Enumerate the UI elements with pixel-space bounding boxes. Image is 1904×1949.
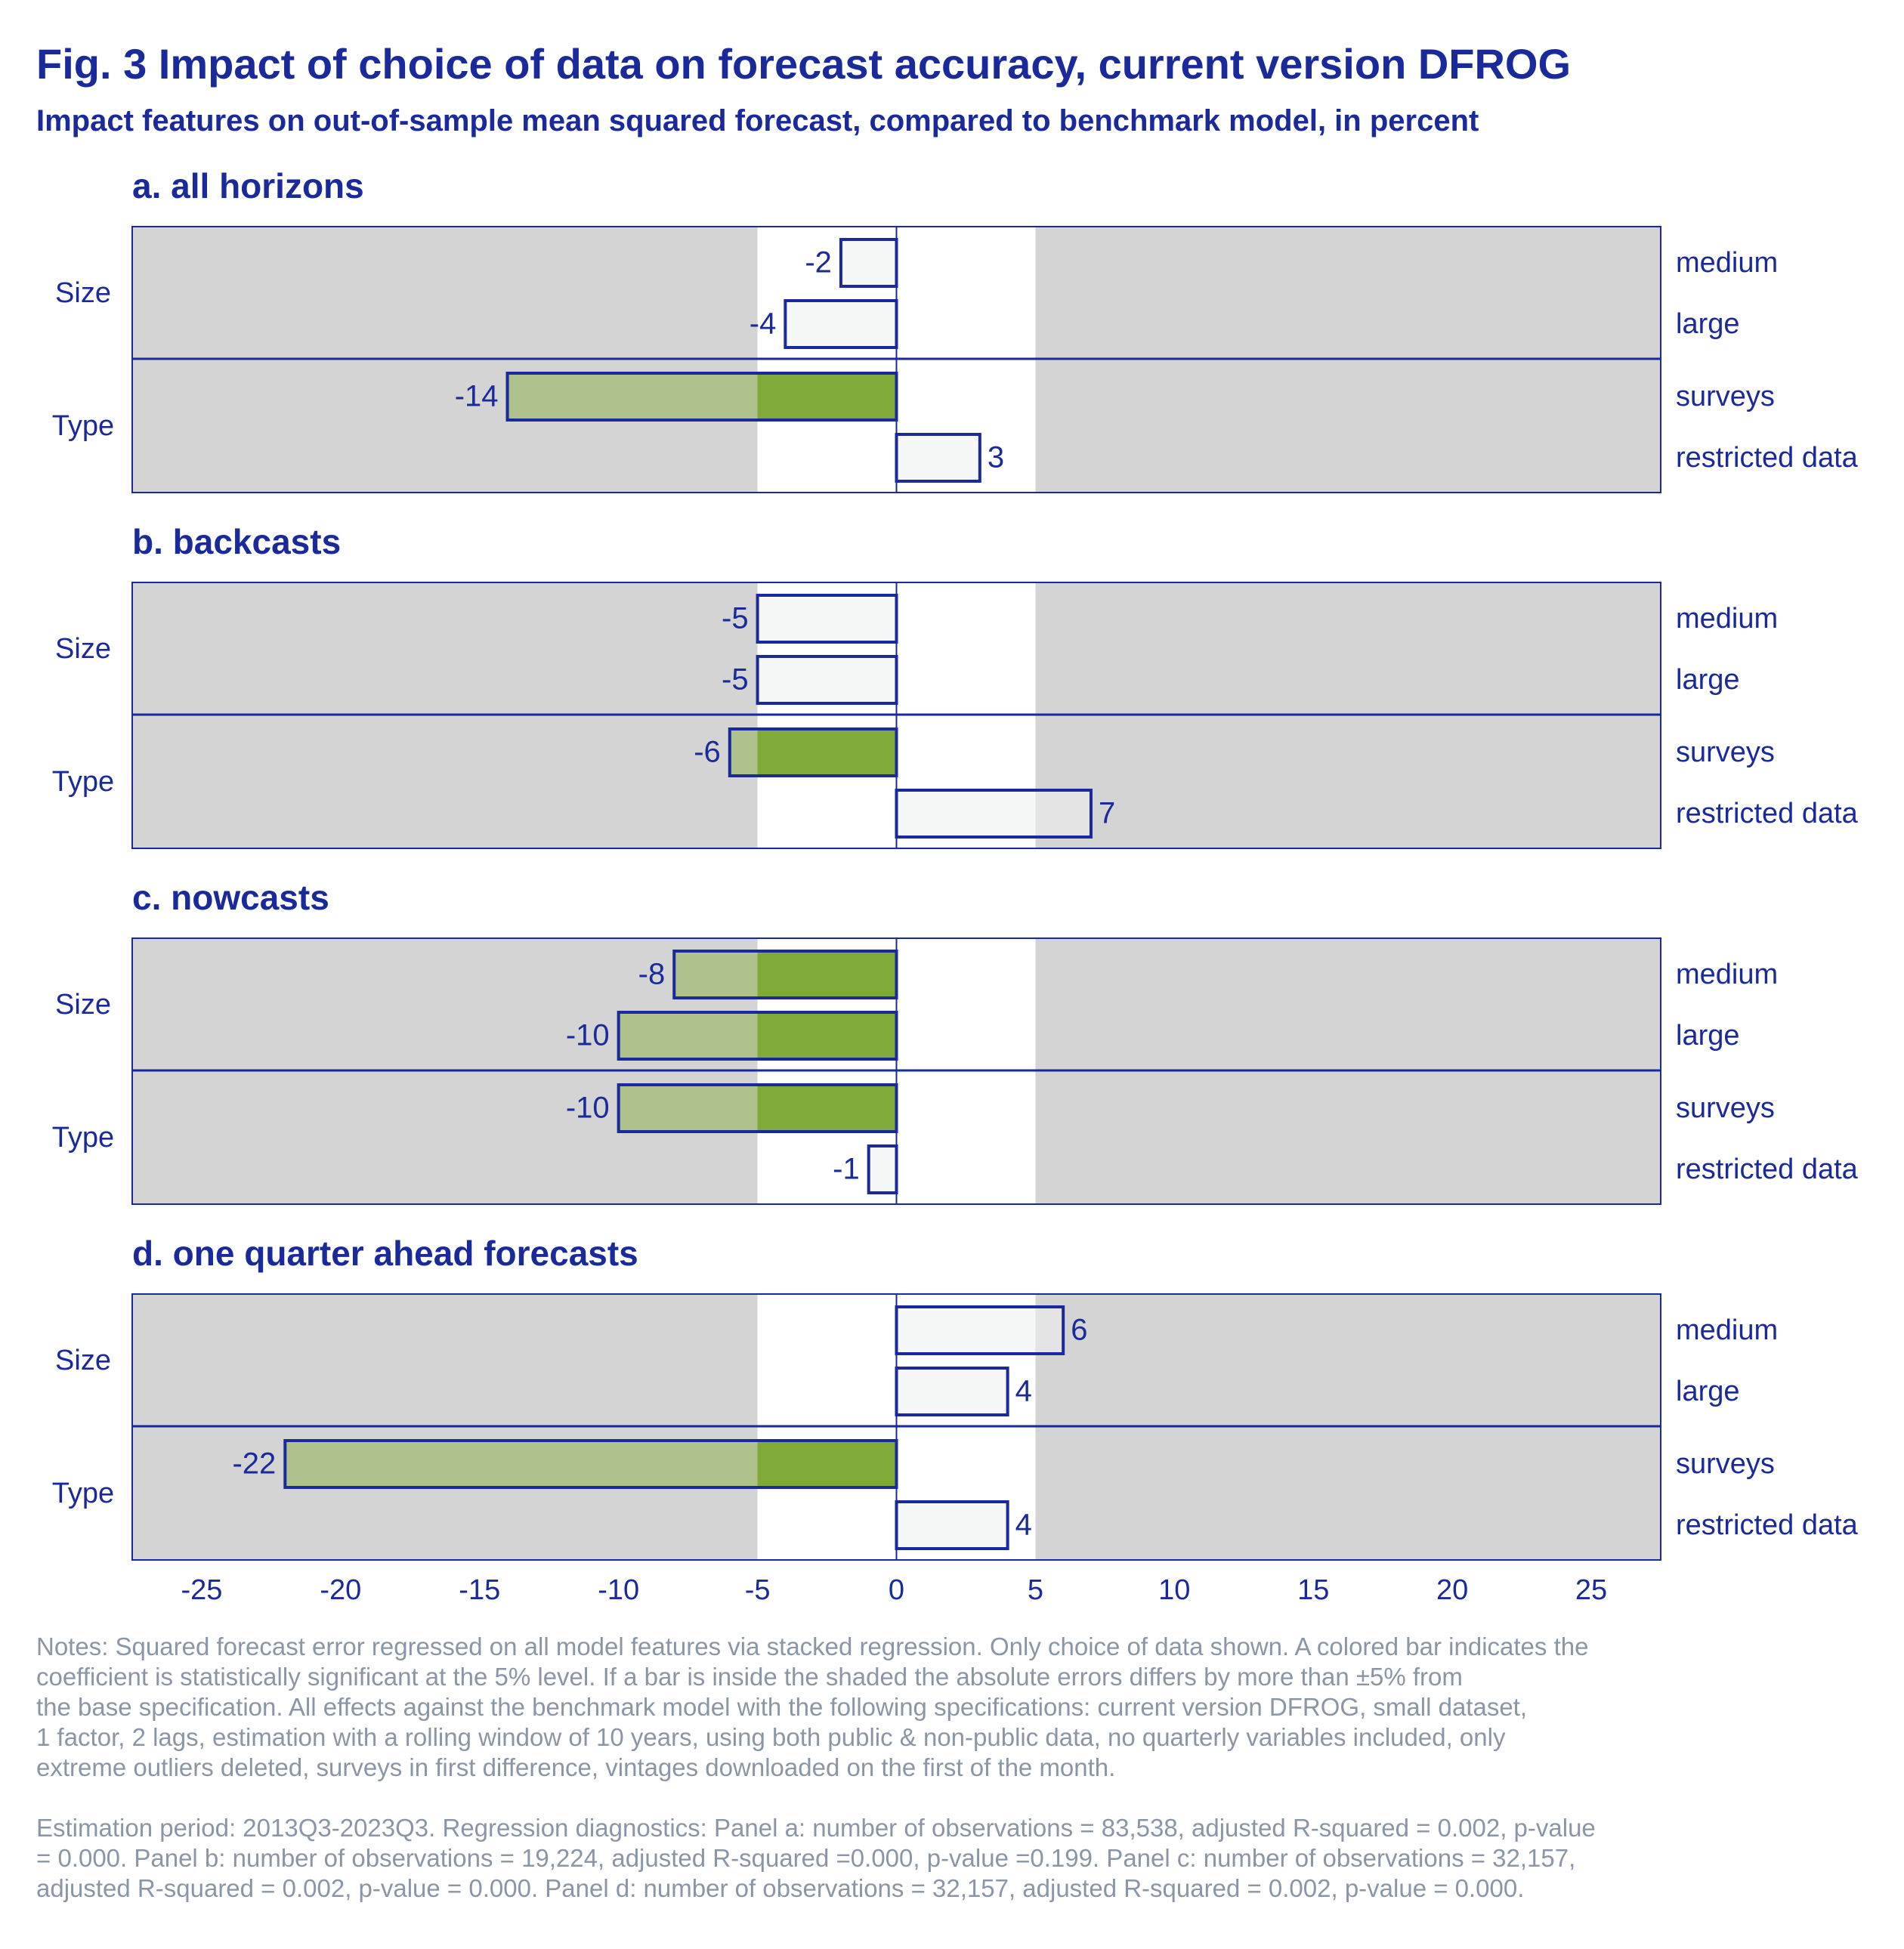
row-label: restricted data <box>1676 798 1859 829</box>
bar <box>785 301 897 347</box>
x-tick-label: 15 <box>1297 1574 1329 1606</box>
notes-paragraph: Notes: Squared forecast error regressed … <box>36 1632 1589 1781</box>
x-tick-label: 5 <box>1028 1574 1043 1606</box>
panel-frame <box>131 582 1661 849</box>
bar-outline <box>617 1083 898 1133</box>
x-tick-label: -25 <box>181 1574 222 1606</box>
bar-outline <box>756 594 898 644</box>
bar-outline <box>895 789 1093 839</box>
data-label: -5 <box>722 602 749 635</box>
bar-outline <box>756 655 898 705</box>
bar-outline <box>895 1305 1065 1355</box>
bar <box>896 434 980 481</box>
row-label: surveys <box>1676 1092 1775 1124</box>
x-tick-label: -15 <box>459 1574 500 1606</box>
diagnostics-paragraph: Estimation period: 2013Q3-2023Q3. Regres… <box>36 1814 1596 1902</box>
panel-frame <box>131 1293 1661 1561</box>
x-tick-label: -10 <box>598 1574 639 1606</box>
bar <box>868 1146 897 1193</box>
row-label: medium <box>1676 603 1778 635</box>
chart-title: Fig. 3 Impact of choice of data on forec… <box>36 40 1572 88</box>
row-label: large <box>1676 308 1740 340</box>
x-tick-label: 25 <box>1575 1574 1607 1606</box>
data-label: -10 <box>566 1092 610 1125</box>
data-label: -5 <box>722 663 749 697</box>
x-tick-label: 10 <box>1158 1574 1190 1606</box>
chart-area: a. all horizons Size -2 medium -4 large Type -1… <box>52 166 1859 1606</box>
row-label: surveys <box>1676 1448 1775 1480</box>
data-label: 4 <box>1015 1509 1032 1542</box>
chart-subtitle: Impact features on out-of-sample mean sq… <box>36 104 1479 137</box>
row-label: surveys <box>1676 381 1775 412</box>
row-label: large <box>1676 664 1740 696</box>
bar <box>757 656 897 703</box>
bar-outline <box>728 727 898 777</box>
x-tick-label: 20 <box>1436 1574 1468 1606</box>
data-label: -14 <box>455 380 499 413</box>
row-label: large <box>1676 1020 1740 1052</box>
row-label: medium <box>1676 247 1778 279</box>
data-label: 3 <box>988 441 1004 474</box>
row-label: restricted data <box>1676 1154 1859 1185</box>
bar-outline <box>895 1500 1009 1550</box>
bar-outline <box>672 950 898 999</box>
bar-outline <box>895 1367 1009 1416</box>
panel-title: d. one quarter ahead forecasts <box>132 1234 638 1273</box>
bar <box>840 239 897 286</box>
data-label: 6 <box>1071 1314 1087 1347</box>
group-label: Size <box>55 1345 111 1376</box>
group-label: Type <box>52 410 114 442</box>
data-label: -6 <box>694 736 721 769</box>
x-tick-label: -5 <box>745 1574 771 1606</box>
x-tick-label: -20 <box>320 1574 361 1606</box>
data-label: -4 <box>750 307 777 341</box>
bar <box>896 1502 1008 1549</box>
data-label: 4 <box>1015 1375 1032 1408</box>
panel-frame <box>131 937 1661 1205</box>
data-label: -10 <box>566 1019 610 1052</box>
bar-outline <box>283 1439 898 1489</box>
group-label: Type <box>52 766 114 798</box>
data-label: 7 <box>1099 797 1115 830</box>
panel-title: a. all horizons <box>132 166 364 205</box>
bar-outline <box>867 1144 898 1194</box>
row-label: restricted data <box>1676 1509 1859 1541</box>
row-label: restricted data <box>1676 442 1859 474</box>
bar-outline <box>784 299 898 349</box>
row-label: large <box>1676 1376 1740 1407</box>
data-label: -22 <box>232 1447 276 1481</box>
panel-frame <box>131 226 1661 493</box>
data-label: -8 <box>638 958 666 991</box>
bar-outline <box>895 433 981 483</box>
row-label: medium <box>1676 1314 1778 1346</box>
group-label: Size <box>55 989 111 1021</box>
x-tick-label: 0 <box>889 1574 904 1606</box>
data-label: -2 <box>805 246 832 280</box>
group-label: Size <box>55 633 111 665</box>
panel-title: c. nowcasts <box>132 878 329 917</box>
bar-outline <box>505 372 898 422</box>
panel-title: b. backcasts <box>132 522 341 561</box>
row-label: medium <box>1676 959 1778 990</box>
group-label: Type <box>52 1478 114 1509</box>
group-label: Size <box>55 277 111 309</box>
bar <box>896 1368 1008 1415</box>
data-label: -1 <box>833 1153 860 1186</box>
group-label: Type <box>52 1122 114 1154</box>
bar <box>757 595 897 642</box>
notes: Notes: Squared forecast error regressed … <box>36 1632 1865 1934</box>
row-label: surveys <box>1676 737 1775 768</box>
bar-outline <box>617 1011 898 1061</box>
bar-outline <box>839 238 898 288</box>
